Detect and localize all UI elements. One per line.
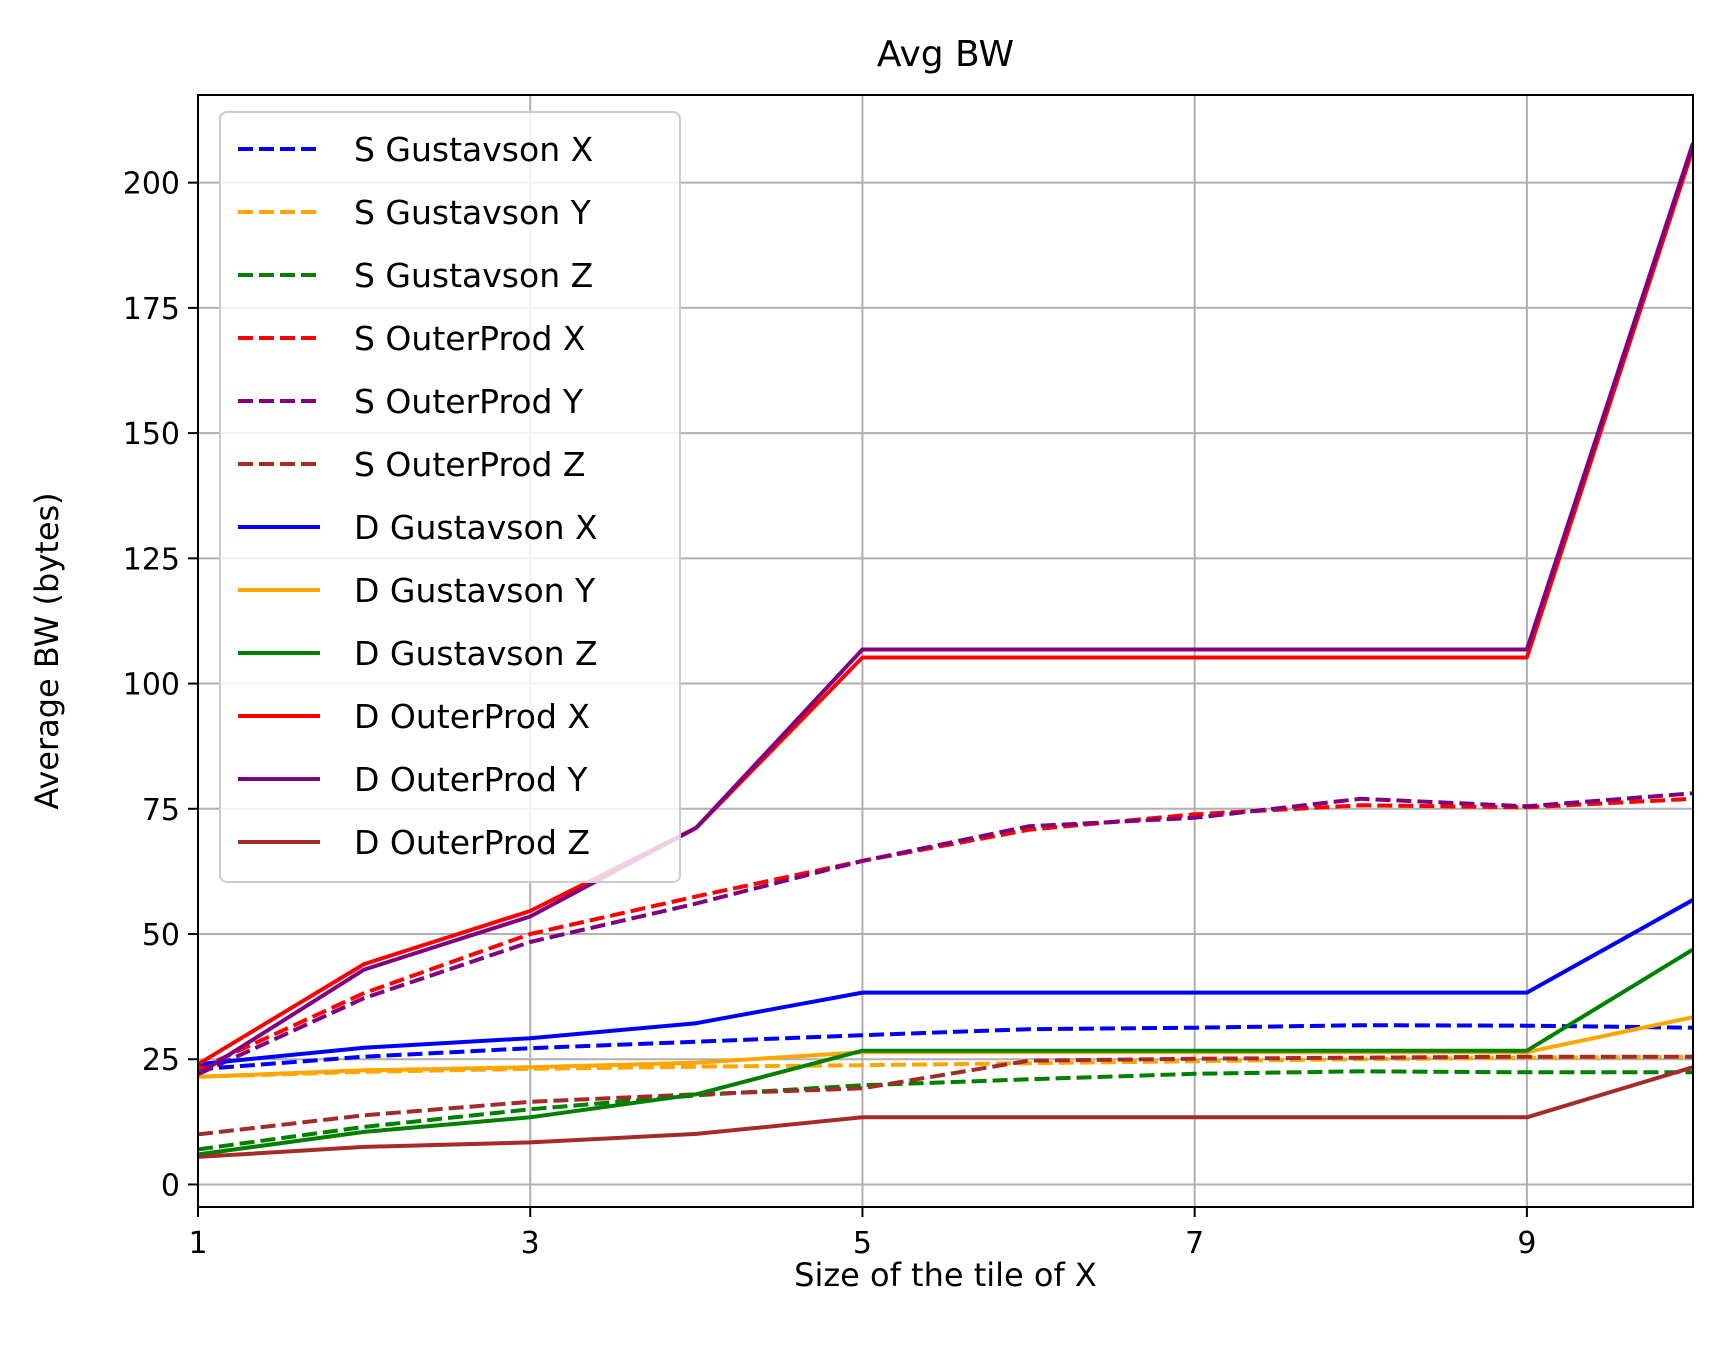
legend-label: S OuterProd X [354, 319, 586, 358]
x-tick-label: 5 [853, 1226, 872, 1261]
legend-label: S Gustavson Z [354, 256, 593, 295]
x-tick-label: 9 [1517, 1226, 1536, 1261]
x-axis-label: Size of the tile of X [794, 1256, 1097, 1294]
y-tick-label: 25 [142, 1043, 180, 1078]
legend-label: D OuterProd Z [354, 823, 590, 862]
legend: S Gustavson X S Gustavson Y S Gustavson Z S… [219, 111, 681, 883]
y-tick-label: 175 [123, 292, 180, 327]
y-axis-ticks: 0 25 50 75 100 125 150 175 200 [123, 167, 198, 1203]
series-line-d-gustavson-x [198, 898, 1693, 1067]
chart-title: Avg BW [877, 34, 1014, 75]
legend-label: S Gustavson Y [354, 193, 592, 232]
y-tick-label: 150 [123, 417, 180, 452]
y-tick-label: 75 [142, 793, 180, 828]
legend-label: D Gustavson Z [354, 634, 598, 673]
series-line-d-outerprod-x [198, 147, 1693, 1066]
legend-label: D Gustavson X [354, 508, 598, 547]
legend-label: D OuterProd X [354, 697, 590, 736]
x-tick-label: 7 [1185, 1226, 1204, 1261]
x-tick-label: 3 [521, 1226, 540, 1261]
y-axis-label: Average BW (bytes) [28, 492, 66, 809]
x-axis-ticks: 1 3 5 7 9 [188, 1207, 1536, 1261]
plot-frame [197, 94, 1694, 1208]
series-layer [198, 142, 1693, 1159]
series-line-s-outerprod-z [198, 1054, 1693, 1137]
series-line-s-gustavson-z [198, 1069, 1693, 1152]
y-tick-label: 50 [142, 918, 180, 953]
legend-label: D Gustavson Y [354, 571, 596, 610]
series-line-d-outerprod-y [198, 142, 1693, 1076]
y-tick-label: 125 [123, 542, 180, 577]
legend-label: S OuterProd Z [354, 445, 586, 484]
legend-label: S Gustavson X [354, 130, 593, 169]
y-tick-label: 0 [161, 1168, 180, 1203]
legend-box [219, 111, 681, 883]
series-line-s-gustavson-x [198, 1023, 1693, 1072]
series-line-s-outerprod-y [198, 791, 1693, 1077]
legend-label: D OuterProd Y [354, 760, 588, 799]
y-tick-label: 200 [123, 167, 180, 202]
legend-label: S OuterProd Y [354, 382, 584, 421]
series-line-d-outerprod-z [198, 1065, 1693, 1159]
series-line-d-gustavson-z [198, 947, 1693, 1157]
y-tick-label: 100 [123, 668, 180, 703]
x-tick-label: 1 [188, 1226, 207, 1261]
